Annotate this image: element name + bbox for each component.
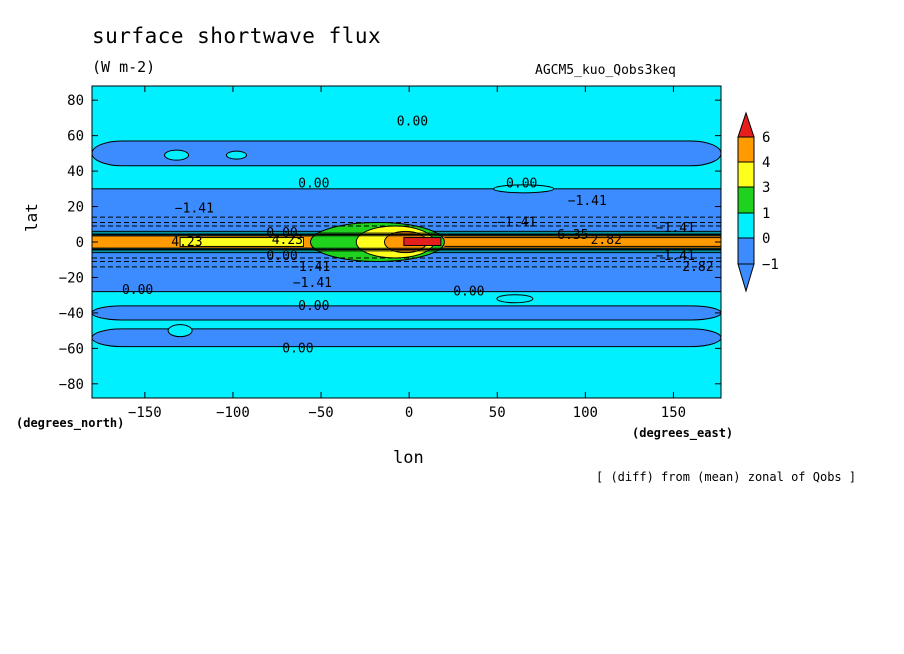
y-tick-label: −60 [59, 341, 84, 357]
negative-region [92, 140, 721, 167]
contour-label: 0.00 [122, 283, 153, 298]
colorbar-label: 4 [762, 155, 770, 171]
chart-units: (W m-2) [92, 58, 156, 76]
x-tick-label: −150 [128, 405, 162, 421]
contour-label: −1.41 [175, 201, 214, 216]
colorbar-label: 1 [762, 206, 770, 222]
x-tick-label: −50 [308, 405, 333, 421]
negative-region [92, 305, 721, 321]
contour-label: 0.00 [282, 341, 313, 356]
contour-label: 0.00 [453, 285, 484, 300]
contour-label: −1.41 [656, 249, 695, 264]
red-core [403, 237, 442, 247]
x-units-label: (degrees_east) [632, 426, 734, 440]
contour-label: 2.82 [682, 260, 713, 275]
contour-label: 4.23 [171, 235, 202, 250]
colorbar-segment [737, 212, 755, 239]
y-tick-label: 0 [76, 235, 84, 251]
x-tick-label: −100 [216, 405, 250, 421]
positive-island [225, 150, 247, 160]
positive-island [496, 294, 534, 304]
contour-label: 0.00 [397, 114, 428, 129]
colorbar-segment [737, 136, 755, 163]
yellow-band [179, 237, 304, 247]
contour-label: 4.23 [272, 233, 303, 248]
y-tick-label: 20 [67, 200, 84, 216]
colorbar-max-triangle [737, 111, 755, 138]
contour-label: −1.41 [568, 194, 607, 209]
colorbar-label: 6 [762, 130, 770, 146]
positive-island [167, 324, 193, 338]
colorbar-label: −1 [762, 257, 779, 273]
plot-area: 0.000.000.000.000.000.000.000.000.00−1.4… [92, 86, 721, 398]
x-tick-label: 0 [405, 405, 413, 421]
contour-label: 0.00 [266, 226, 297, 241]
contour-label: −1.41 [293, 276, 332, 291]
x-tick-label: 100 [573, 405, 598, 421]
x-tick-label: 50 [489, 405, 506, 421]
contour-label: 0.00 [266, 249, 297, 264]
negative-region [92, 328, 721, 348]
contour-label: −1.41 [497, 216, 536, 231]
colorbar-segment [737, 161, 755, 188]
positive-island [493, 184, 555, 194]
contour-label: −1.41 [291, 260, 330, 275]
contour-label: 6.35 [557, 228, 588, 243]
note-text: [ (diff) from (mean) zonal of Qobs ] [596, 470, 857, 484]
colorbar-min-triangle [737, 263, 755, 293]
y-tick-label: −40 [59, 306, 84, 322]
y-tick-label: −20 [59, 270, 84, 286]
colorbar-label: 0 [762, 231, 770, 247]
chart-title: surface shortwave flux [92, 24, 382, 48]
x-axis-label: lon [393, 448, 424, 468]
contour-label: −1.41 [656, 221, 695, 236]
colorbar-segment [737, 186, 755, 214]
y-tick-label: −80 [59, 377, 84, 393]
y-tick-label: 80 [67, 93, 84, 109]
colorbar-label: 3 [762, 180, 770, 196]
contour-label: 0.00 [298, 177, 329, 192]
contour-label: 0.00 [506, 177, 537, 192]
run-label: AGCM5_kuo_Qobs3keq [535, 63, 676, 78]
colorbar-segment [737, 237, 755, 265]
contour-label: 0.00 [298, 299, 329, 314]
positive-island [164, 149, 190, 161]
contour-label: 2.82 [591, 233, 622, 248]
y-tick-label: 60 [67, 129, 84, 145]
y-tick-label: 40 [67, 164, 84, 180]
x-tick-label: 150 [661, 405, 686, 421]
y-units-label: (degrees_north) [16, 416, 125, 430]
